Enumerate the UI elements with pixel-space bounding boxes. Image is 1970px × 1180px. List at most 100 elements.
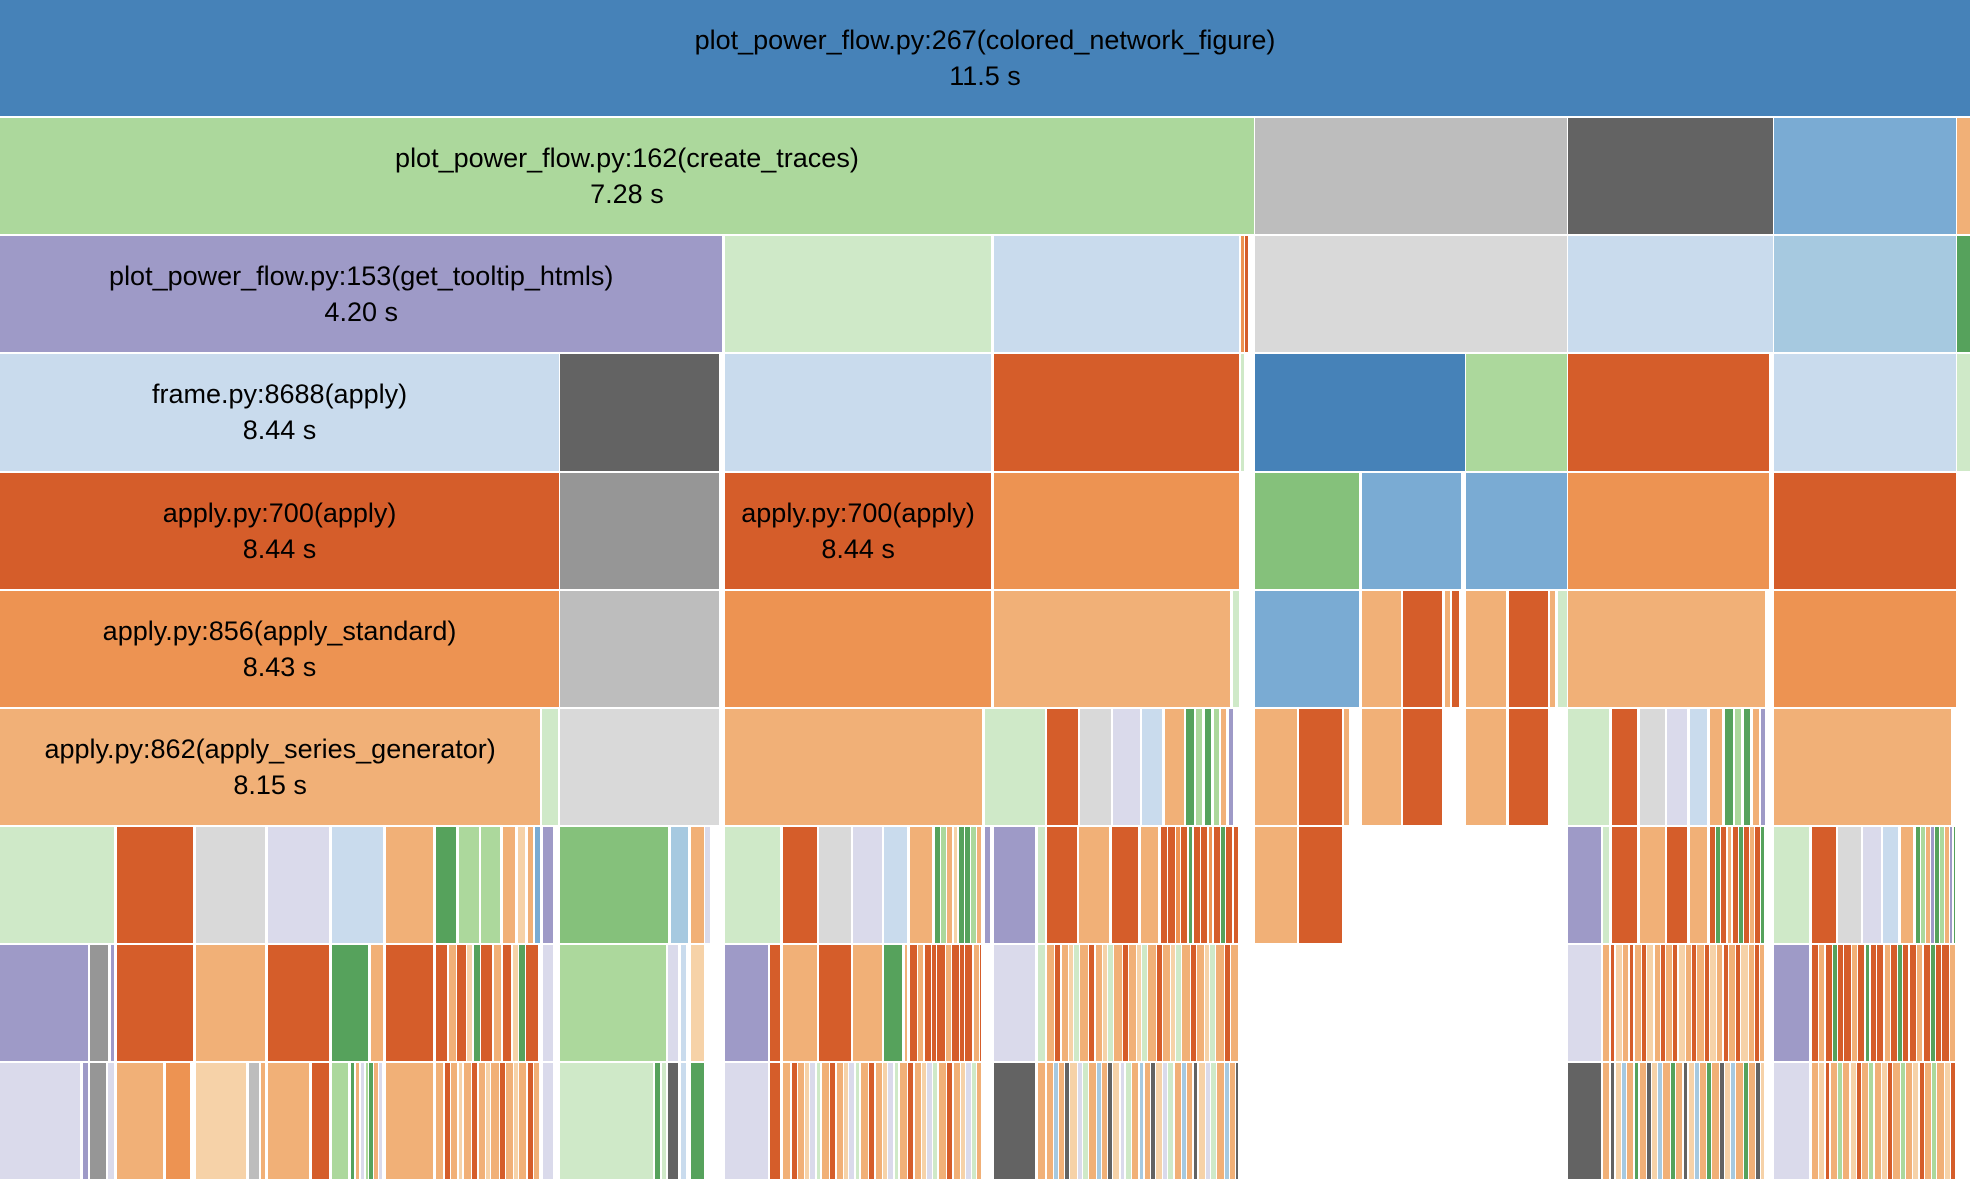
- frame-block-unlabeled[interactable]: [1074, 945, 1080, 1062]
- frame-block-unlabeled[interactable]: [1667, 708, 1688, 825]
- frame-block-unlabeled[interactable]: [267, 1063, 310, 1180]
- frame-block-unlabeled[interactable]: [1255, 236, 1567, 353]
- frame-block-unlabeled[interactable]: [924, 945, 931, 1062]
- frame-block-unlabeled[interactable]: [1508, 708, 1548, 825]
- frame-block-unlabeled[interactable]: [927, 1063, 933, 1180]
- frame-block-unlabeled[interactable]: [374, 1063, 379, 1180]
- frame-block-unlabeled[interactable]: [527, 826, 533, 943]
- frame-block-unlabeled[interactable]: [1843, 1063, 1850, 1180]
- frame-block-unlabeled[interactable]: [560, 945, 666, 1062]
- frame-block-unlabeled[interactable]: [1743, 1063, 1748, 1180]
- frame-block-unlabeled[interactable]: [1567, 590, 1766, 707]
- frame-block-unlabeled[interactable]: [993, 236, 1239, 353]
- frame-block-unlabeled[interactable]: [953, 826, 958, 943]
- frame-block-unlabeled[interactable]: [1567, 826, 1601, 943]
- frame-block-unlabeled[interactable]: [370, 945, 384, 1062]
- frame-block-unlabeled[interactable]: [1299, 826, 1342, 943]
- frame-block-unlabeled[interactable]: [1452, 590, 1459, 707]
- frame-block-unlabeled[interactable]: [355, 1063, 360, 1180]
- frame-block-unlabeled[interactable]: [1731, 1063, 1736, 1180]
- frame-block-unlabeled[interactable]: [1652, 1063, 1658, 1180]
- frame-block-unlabeled[interactable]: [435, 826, 457, 943]
- frame-block-unlabeled[interactable]: [1114, 945, 1122, 1062]
- frame-block-unlabeled[interactable]: [724, 1063, 768, 1180]
- frame-block-unlabeled[interactable]: [1909, 945, 1916, 1062]
- frame-block-unlabeled[interactable]: [985, 708, 1046, 825]
- frame-block-unlabeled[interactable]: [1683, 1063, 1688, 1180]
- frame-block-unlabeled[interactable]: [1182, 945, 1190, 1062]
- frame-block-unlabeled[interactable]: [458, 826, 479, 943]
- frame-block-unlabeled[interactable]: [1736, 945, 1741, 1062]
- frame-block-unlabeled[interactable]: [1844, 945, 1851, 1062]
- frame-block-unlabeled[interactable]: [724, 590, 992, 707]
- frame-block-unlabeled[interactable]: [1157, 945, 1163, 1062]
- frame-block-unlabeled[interactable]: [1774, 236, 1957, 353]
- frame-block-unlabeled[interactable]: [1865, 945, 1870, 1062]
- frame-block-unlabeled[interactable]: [385, 1063, 434, 1180]
- frame-block-unlabeled[interactable]: [1241, 236, 1244, 353]
- frame-block-unlabeled[interactable]: [770, 945, 781, 1062]
- frame-block-unlabeled[interactable]: [894, 1063, 899, 1180]
- frame-block-unlabeled[interactable]: [1142, 708, 1163, 825]
- frame-block-unlabeled[interactable]: [1193, 826, 1200, 943]
- frame-block-unlabeled[interactable]: [1725, 1063, 1731, 1180]
- frame-block-unlabeled[interactable]: [691, 826, 704, 943]
- frame-block-unlabeled[interactable]: [1111, 826, 1139, 943]
- frame-block-unlabeled[interactable]: [1663, 1063, 1670, 1180]
- frame-block-unlabeled[interactable]: [830, 1063, 836, 1180]
- frame-block-unlabeled[interactable]: [435, 1063, 444, 1180]
- frame-block-unlabeled[interactable]: [977, 1063, 982, 1180]
- frame-block-unlabeled[interactable]: [770, 1063, 781, 1180]
- frame-block-unlabeled[interactable]: [844, 1063, 849, 1180]
- frame-block-unlabeled[interactable]: [0, 826, 115, 943]
- frame-block-unlabeled[interactable]: [1508, 590, 1548, 707]
- frame-block-unlabeled[interactable]: [972, 1063, 977, 1180]
- frame-block-unlabeled[interactable]: [512, 945, 518, 1062]
- frame-block-unlabeled[interactable]: [821, 1063, 830, 1180]
- frame-block-unlabeled[interactable]: [1725, 708, 1733, 825]
- frame-block-unlabeled[interactable]: [1931, 826, 1934, 943]
- frame-block-unlabeled[interactable]: [1642, 945, 1646, 1062]
- frame-block-unlabeled[interactable]: [1647, 1063, 1651, 1180]
- frame-block-unlabeled[interactable]: [724, 826, 781, 943]
- frame-block-unlabeled[interactable]: [1923, 945, 1930, 1062]
- frame-block-unlabeled[interactable]: [1774, 945, 1810, 1062]
- frame-block-unlabeled[interactable]: [947, 1063, 953, 1180]
- frame-block-unlabeled[interactable]: [1819, 945, 1825, 1062]
- frame-block-unlabeled[interactable]: [899, 1063, 908, 1180]
- frame-block-unlabeled[interactable]: [1139, 1063, 1144, 1180]
- frame-block-unlabeled[interactable]: [937, 945, 945, 1062]
- frame-block-unlabeled[interactable]: [1232, 590, 1239, 707]
- frame-block-unlabeled[interactable]: [1148, 945, 1156, 1062]
- frame-block-unlabeled[interactable]: [1944, 1063, 1950, 1180]
- frame-block-unlabeled[interactable]: [1811, 826, 1836, 943]
- frame-block-unlabeled[interactable]: [1615, 945, 1622, 1062]
- frame-block-unlabeled[interactable]: [1856, 1063, 1861, 1180]
- frame-block-unlabeled[interactable]: [993, 1063, 1036, 1180]
- frame-block-unlabeled[interactable]: [1851, 945, 1857, 1062]
- frame-block-unlabeled[interactable]: [1825, 1063, 1830, 1180]
- frame-block-unlabeled[interactable]: [946, 945, 952, 1062]
- frame-block-unlabeled[interactable]: [1748, 1063, 1756, 1180]
- frame-block-unlabeled[interactable]: [1175, 945, 1181, 1062]
- frame-block-unlabeled[interactable]: [855, 1063, 860, 1180]
- frame-block-unlabeled[interactable]: [1224, 1063, 1229, 1180]
- frame-block-unlabeled[interactable]: [1174, 1063, 1181, 1180]
- frame-block-unlabeled[interactable]: [993, 590, 1230, 707]
- frame-block-unlabeled[interactable]: [1175, 826, 1180, 943]
- frame-block-unlabeled[interactable]: [1750, 826, 1754, 943]
- frame-block-unlabeled[interactable]: [1774, 826, 1810, 943]
- frame-block-unlabeled[interactable]: [1741, 945, 1748, 1062]
- frame-block-unlabeled[interactable]: [1709, 826, 1715, 943]
- frame-block-unlabeled[interactable]: [360, 1063, 365, 1180]
- frame-block-unlabeled[interactable]: [1761, 1063, 1764, 1180]
- frame-block-unlabeled[interactable]: [1245, 236, 1248, 353]
- frame-block-unlabeled[interactable]: [668, 945, 679, 1062]
- frame-block-unlabeled[interactable]: [1615, 1063, 1621, 1180]
- frame-block-unlabeled[interactable]: [1893, 1063, 1900, 1180]
- frame-block-unlabeled[interactable]: [1627, 1063, 1634, 1180]
- frame-block-unlabeled[interactable]: [1716, 826, 1720, 943]
- frame-block-unlabeled[interactable]: [1108, 945, 1114, 1062]
- frame-block-unlabeled[interactable]: [472, 1063, 478, 1180]
- frame-block-unlabeled[interactable]: [1069, 945, 1073, 1062]
